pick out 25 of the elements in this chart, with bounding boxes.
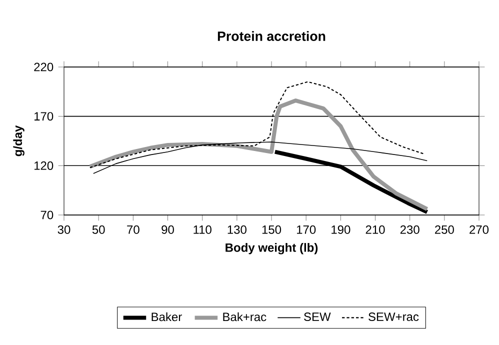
x-tick-label: 130: [228, 225, 246, 234]
chart-title: Protein accretion: [218, 31, 326, 41]
x-tick-label: 250: [435, 225, 454, 234]
y-tick-label: 170: [34, 112, 54, 121]
x-tick-label: 150: [262, 225, 282, 234]
x-tick-label: 170: [296, 225, 316, 234]
legend-label: Bak+rac: [223, 312, 266, 322]
x-axis-title: Body weight (lb): [226, 243, 318, 254]
x-tick-label: 270: [470, 225, 489, 234]
x-tick-label: 190: [332, 225, 350, 234]
x-tick-label: 70: [127, 225, 140, 234]
legend-label: Baker: [152, 312, 182, 322]
x-tick-label: 110: [194, 225, 212, 234]
y-tick-label: 70: [40, 210, 54, 220]
y-tick-label: 120: [34, 161, 54, 170]
x-tick-label: 90: [162, 225, 174, 234]
x-tick-label: 210: [366, 225, 385, 234]
legend-label: SEW+rac: [368, 312, 419, 322]
x-tick-label: 230: [400, 225, 420, 234]
x-tick-label: 30: [58, 225, 70, 234]
legend-label: SEW: [304, 312, 331, 322]
x-tick-label: 50: [92, 225, 105, 234]
y-axis-title: g/day: [13, 125, 24, 156]
y-tick-label: 220: [34, 62, 54, 72]
line-series: [88, 98, 430, 212]
